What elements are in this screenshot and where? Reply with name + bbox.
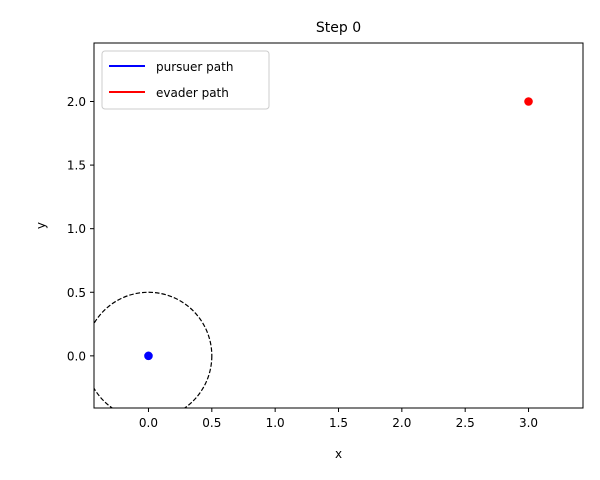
chart-title: Step 0: [316, 20, 361, 36]
y-tick-label: 0.5: [67, 286, 86, 300]
legend: pursuer path evader path: [101, 50, 270, 110]
pursuer-point: [144, 351, 153, 361]
capture-radius-circle: [94, 291, 213, 408]
plot-area: [94, 97, 533, 408]
y-tick-label: 0.0: [67, 349, 86, 363]
evader-point: [524, 97, 533, 106]
x-tick-label: 1.0: [266, 416, 285, 430]
legend-label-evader: evader path: [156, 86, 229, 100]
y-tick-label: 2.0: [67, 95, 86, 109]
legend-label-pursuer: pursuer path: [156, 60, 233, 74]
y-axis: 0.0 0.5 1.0 1.5 2.0: [67, 95, 94, 363]
x-axis-label: x: [335, 447, 342, 461]
x-tick-label: 0.5: [202, 416, 221, 430]
x-tick-label: 3.0: [519, 416, 538, 430]
x-tick-label: 2.0: [392, 416, 411, 430]
x-tick-label: 0.0: [139, 416, 158, 430]
y-tick-label: 1.0: [67, 222, 86, 236]
y-tick-label: 1.5: [67, 159, 86, 173]
x-tick-label: 2.5: [456, 416, 475, 430]
x-tick-label: 1.5: [329, 416, 348, 430]
x-axis: 0.0 0.5 1.0 1.5 2.0 2.5 3.0: [139, 408, 538, 430]
y-axis-label: y: [34, 222, 48, 229]
